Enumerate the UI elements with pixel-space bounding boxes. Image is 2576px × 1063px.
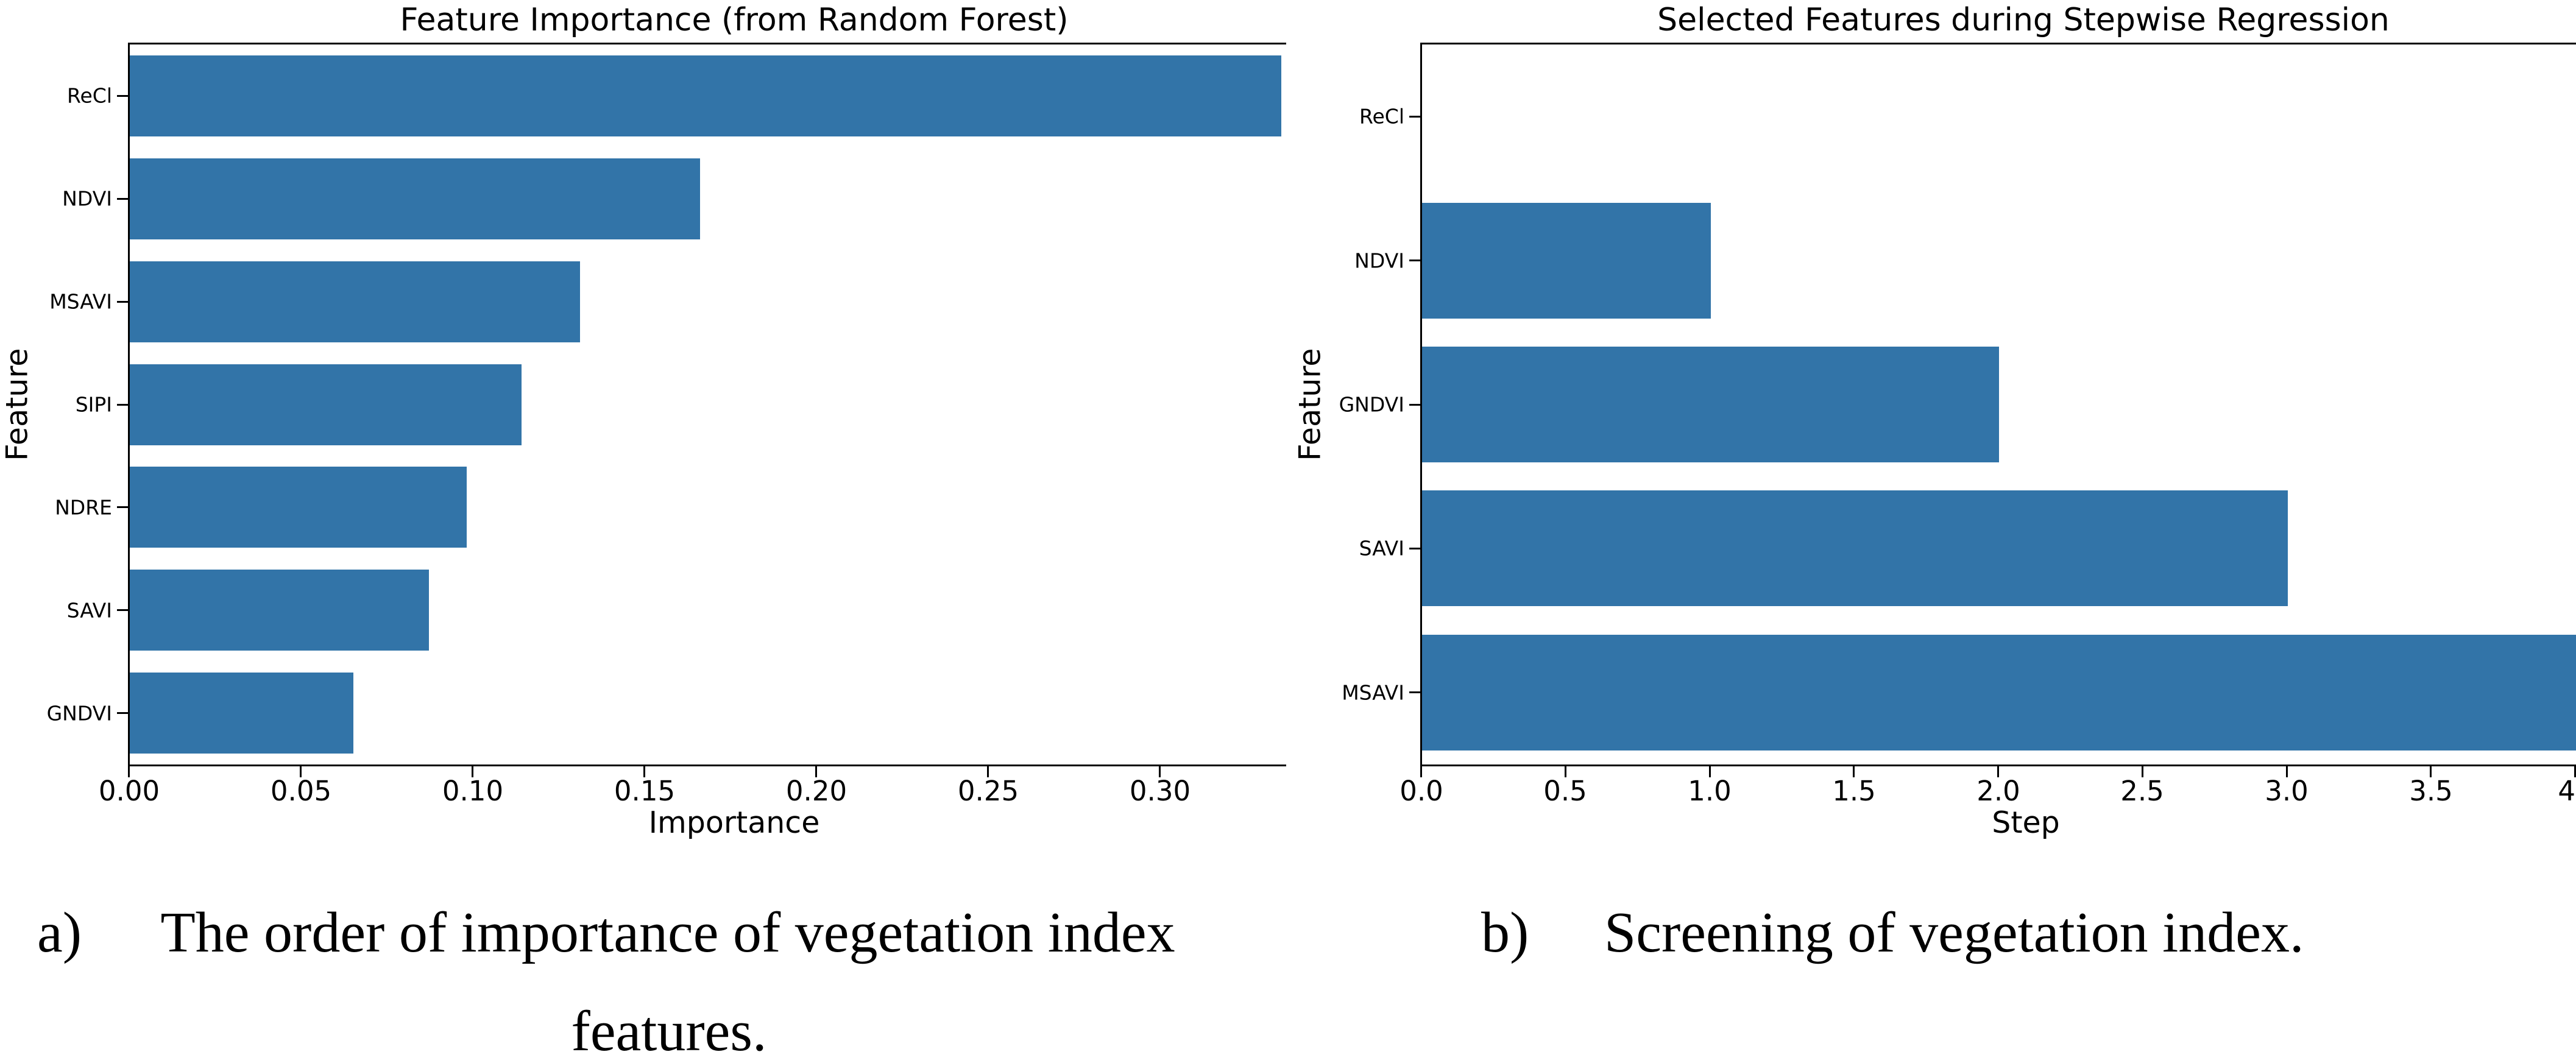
x-tick-mark-0.15 — [643, 766, 645, 777]
bar-NDRE — [130, 467, 467, 548]
bar-MSAVI — [130, 261, 580, 342]
y-tick-mark-NDRE — [117, 506, 128, 508]
x-tick-label-0.00: 0.00 — [98, 775, 160, 807]
x-tick-mark-0.30 — [1159, 766, 1161, 777]
x-tick-label-0.5: 0.5 — [1543, 775, 1587, 807]
x-tick-label-3.5: 3.5 — [2409, 775, 2453, 807]
x-tick-mark-3.0 — [2286, 766, 2288, 777]
chart-title-feature-importance: Feature Importance (from Random Forest) — [400, 2, 1069, 38]
bar-SIPI — [130, 364, 522, 445]
y-tick-label-ReCl: ReCl — [1359, 104, 1404, 129]
caption-b-label: b) — [1481, 901, 1529, 964]
y-tick-label-SAVI: SAVI — [66, 598, 112, 623]
x-tick-mark-0.0 — [1420, 766, 1422, 777]
stepwise-regression-plot-area — [1420, 43, 2576, 766]
x-tick-mark-4 — [2574, 766, 2576, 777]
y-tick-mark-ReCl — [117, 95, 128, 97]
y-tick-label-SIPI: SIPI — [75, 392, 112, 417]
bar-NDVI — [130, 158, 700, 239]
x-tick-mark-1.5 — [1853, 766, 1855, 777]
y-tick-label-NDVI: NDVI — [1354, 249, 1404, 273]
y-tick-mark-GNDVI — [117, 712, 128, 714]
caption-a-text-line1: The order of importance of vegetation in… — [160, 901, 1175, 964]
x-tick-label-4: 4 — [2558, 775, 2575, 807]
x-tick-label-0.05: 0.05 — [270, 775, 332, 807]
feature-importance-plot-area — [128, 43, 1286, 766]
y-tick-mark-GNDVI — [1409, 404, 1420, 406]
x-tick-mark-2.0 — [1997, 766, 1999, 777]
caption-a-text-line2: features. — [571, 1000, 767, 1063]
y-tick-mark-MSAVI — [117, 301, 128, 303]
x-tick-label-0.20: 0.20 — [785, 775, 847, 807]
bar-GNDVI — [1422, 347, 1999, 462]
y-tick-label-NDVI: NDVI — [62, 186, 112, 211]
x-tick-label-0.0: 0.0 — [1399, 775, 1443, 807]
y-tick-mark-NDVI — [117, 198, 128, 200]
x-tick-mark-0.5 — [1565, 766, 1566, 777]
caption-b-text-line1: Screening of vegetation index. — [1604, 901, 2304, 964]
y-tick-label-SAVI: SAVI — [1359, 536, 1404, 560]
x-tick-label-2.0: 2.0 — [1976, 775, 2020, 807]
x-tick-mark-0.10 — [472, 766, 473, 777]
x-tick-label-0.25: 0.25 — [957, 775, 1019, 807]
x-tick-mark-0.00 — [128, 766, 130, 777]
x-tick-mark-1.0 — [1709, 766, 1711, 777]
bar-GNDVI — [130, 673, 353, 754]
x-tick-label-0.15: 0.15 — [614, 775, 676, 807]
bar-SAVI — [130, 570, 429, 651]
y-tick-mark-ReCl — [1409, 116, 1420, 118]
x-tick-label-3.0: 3.0 — [2265, 775, 2309, 807]
x-tick-label-2.5: 2.5 — [2120, 775, 2164, 807]
bar-MSAVI — [1422, 635, 2576, 750]
x-tick-label-1.5: 1.5 — [1832, 775, 1876, 807]
y-tick-label-GNDVI: GNDVI — [46, 701, 112, 726]
x-tick-mark-0.05 — [300, 766, 302, 777]
x-tick-mark-3.5 — [2430, 766, 2432, 777]
caption-a-label: a) — [37, 901, 82, 964]
y-tick-label-MSAVI: MSAVI — [49, 289, 112, 314]
chart-title-stepwise-regression: Selected Features during Stepwise Regres… — [1657, 2, 2390, 38]
bar-SAVI — [1422, 490, 2288, 606]
y-tick-mark-SIPI — [117, 404, 128, 406]
y-tick-label-GNDVI: GNDVI — [1339, 392, 1404, 417]
y-tick-label-MSAVI: MSAVI — [1342, 680, 1404, 705]
x-axis-label-step: Step — [1992, 805, 2060, 840]
x-tick-mark-0.25 — [987, 766, 989, 777]
x-tick-label-0.10: 0.10 — [442, 775, 504, 807]
x-axis-label-importance: Importance — [648, 805, 820, 840]
y-tick-mark-MSAVI — [1409, 691, 1420, 693]
y-tick-mark-SAVI — [1409, 548, 1420, 549]
bar-NDVI — [1422, 203, 1711, 319]
x-tick-mark-2.5 — [2142, 766, 2143, 777]
x-tick-label-0.30: 0.30 — [1129, 775, 1191, 807]
bar-ReCl — [130, 55, 1281, 136]
x-tick-mark-0.20 — [815, 766, 817, 777]
y-tick-label-NDRE: NDRE — [55, 495, 112, 520]
y-tick-mark-SAVI — [117, 609, 128, 611]
y-tick-mark-NDVI — [1409, 260, 1420, 261]
y-tick-label-ReCl: ReCl — [67, 83, 112, 108]
x-tick-label-1.0: 1.0 — [1688, 775, 1732, 807]
